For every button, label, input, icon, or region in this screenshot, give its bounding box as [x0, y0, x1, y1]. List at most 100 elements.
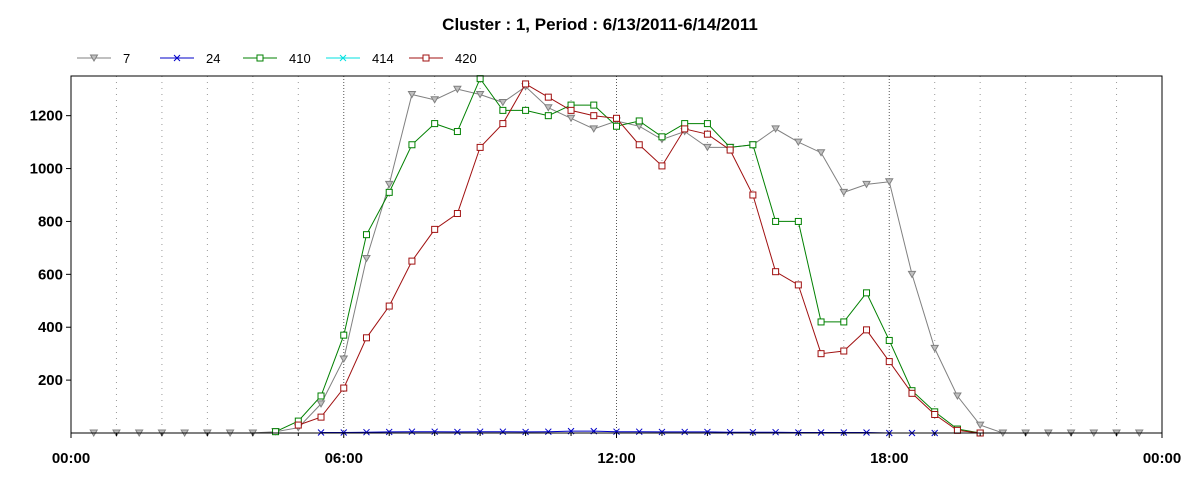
data-point-7 [793, 138, 803, 147]
data-point-420 [408, 257, 416, 265]
data-point-420 [885, 358, 893, 366]
data-point-420 [385, 302, 393, 310]
data-point-420 [522, 80, 530, 88]
series-line-420 [298, 83, 981, 434]
data-point-410 [703, 120, 711, 128]
data-point-410 [431, 120, 439, 128]
data-point-24 [454, 428, 461, 436]
data-point-24 [613, 428, 620, 436]
data-point-410 [794, 217, 802, 225]
data-point-7 [589, 125, 599, 133]
data-point-420 [658, 162, 666, 170]
axes: 00:00 06:00 12:00 18:00 00:00 200 400 600 800 100… [30, 75, 1181, 467]
y-tick-label: 400 [38, 319, 63, 336]
data-point-420 [317, 413, 325, 421]
y-tick-label: 1200 [30, 108, 63, 125]
data-point-24 [499, 428, 507, 436]
data-point-420 [749, 191, 757, 199]
data-point-24 [408, 428, 416, 436]
data-point-410 [863, 289, 871, 297]
x-tick-label: 00:00 [1143, 450, 1181, 467]
data-point-24 [658, 428, 666, 436]
data-point-420 [953, 426, 961, 434]
x-tick-label: 00:00 [52, 450, 90, 467]
legend-marker-414 [339, 54, 347, 62]
data-point-7 [862, 180, 871, 189]
data-point-7 [884, 178, 894, 186]
data-point-420 [362, 334, 370, 342]
data-point-24 [840, 429, 848, 436]
legend-marker-7 [89, 54, 99, 62]
data-point-420 [453, 210, 461, 218]
data-point-420 [499, 120, 507, 128]
data-point-7 [362, 254, 371, 263]
data-point-7 [930, 344, 940, 353]
data-point-420 [294, 421, 302, 429]
data-point-7 [839, 188, 849, 197]
data-point-410 [613, 122, 620, 130]
data-point-24 [681, 428, 689, 436]
data-point-420 [567, 106, 575, 114]
data-point-7 [384, 180, 394, 189]
data-point-420 [635, 141, 643, 149]
data-point-7 [407, 91, 417, 99]
data-point-7 [475, 91, 485, 99]
data-point-420 [726, 146, 734, 154]
data-point-24 [522, 428, 529, 436]
legend-label-414: 414 [372, 51, 394, 66]
data-point-24 [863, 429, 870, 436]
x-tick-label: 06:00 [325, 450, 363, 467]
data-point-410 [408, 141, 416, 149]
data-point-24 [340, 429, 348, 436]
data-point-24 [635, 428, 643, 436]
data-point-24 [363, 428, 370, 436]
data-point-420 [794, 281, 802, 289]
data-point-7 [907, 270, 917, 279]
data-point-7 [430, 96, 440, 104]
y-tick-label: 600 [38, 266, 63, 283]
data-point-24 [704, 428, 711, 436]
legend-marker-420 [422, 54, 430, 62]
data-point-410 [476, 75, 484, 83]
data-point-7 [498, 98, 508, 107]
data-point-420 [613, 114, 620, 122]
data-point-7 [703, 143, 712, 152]
data-point-420 [931, 410, 939, 418]
data-point-7 [566, 114, 576, 123]
data-point-24 [385, 428, 393, 436]
data-point-410 [635, 117, 643, 125]
data-point-410 [362, 231, 370, 239]
data-point-410 [453, 128, 461, 136]
data-point-420 [681, 125, 689, 133]
y-tick-label: 1000 [30, 161, 63, 178]
x-tick-label: 18:00 [870, 450, 908, 467]
data-point-410 [749, 141, 757, 149]
data-point-24 [794, 429, 802, 436]
legend-label-7: 7 [123, 51, 130, 66]
data-point-420 [817, 350, 825, 358]
data-point-410 [772, 217, 780, 225]
data-point-24 [544, 428, 552, 436]
data-point-24 [317, 429, 325, 436]
legend-marker-410 [256, 54, 264, 62]
legend-label-410: 410 [289, 51, 311, 66]
data-point-410 [590, 101, 598, 109]
data-point-24 [817, 429, 825, 436]
data-point-7 [453, 85, 462, 94]
data-point-420 [340, 384, 348, 392]
data-point-420 [772, 268, 780, 276]
y-tick-label: 200 [38, 372, 63, 389]
data-point-410 [817, 318, 825, 326]
data-point-410 [317, 392, 325, 400]
grid-lines [115, 76, 1118, 433]
data-point-410 [385, 188, 393, 196]
data-point-420 [908, 389, 916, 397]
data-point-7 [953, 392, 962, 400]
data-point-410 [272, 428, 280, 436]
data-point-7 [543, 104, 553, 112]
data-point-24 [772, 428, 779, 436]
data-point-7 [339, 355, 349, 363]
data-point-410 [544, 112, 552, 120]
